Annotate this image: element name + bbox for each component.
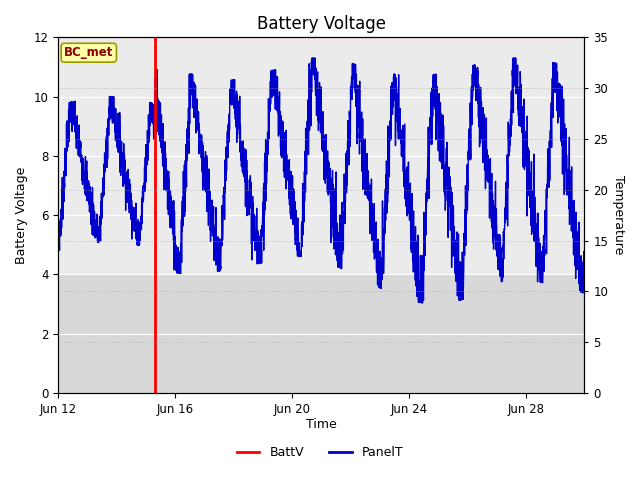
Y-axis label: Temperature: Temperature — [612, 175, 625, 255]
Legend: BattV, PanelT: BattV, PanelT — [232, 441, 408, 464]
Bar — [58, 275, 584, 393]
Title: Battery Voltage: Battery Voltage — [257, 15, 386, 33]
X-axis label: Time: Time — [306, 419, 337, 432]
Text: BC_met: BC_met — [64, 46, 113, 59]
Y-axis label: Battery Voltage: Battery Voltage — [15, 167, 28, 264]
